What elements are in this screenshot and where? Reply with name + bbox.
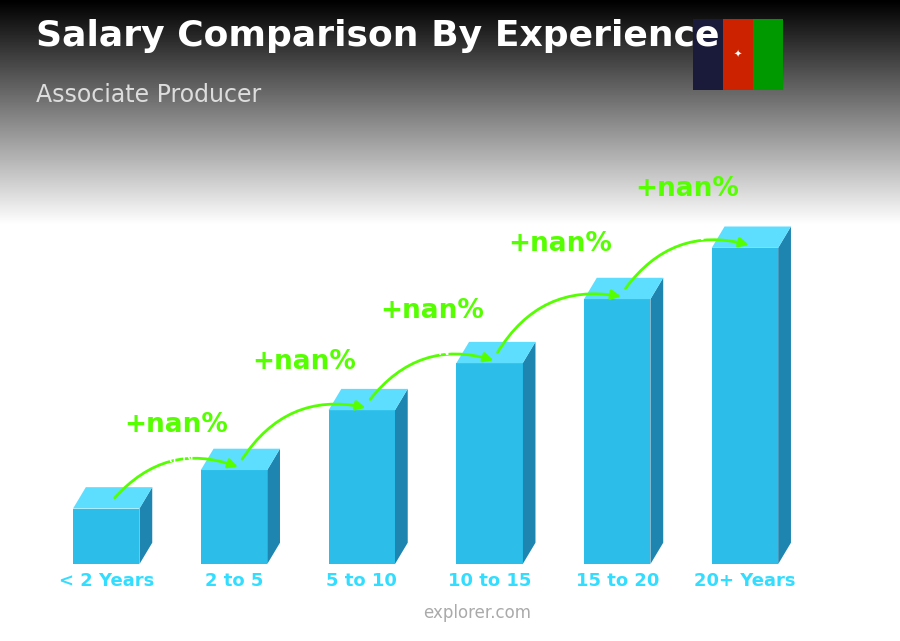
Polygon shape [712,248,778,564]
Polygon shape [523,342,536,564]
Text: Associate Producer: Associate Producer [36,83,261,107]
Text: +nan%: +nan% [252,349,356,375]
FancyArrowPatch shape [242,401,363,459]
Text: explorer.com: explorer.com [423,604,531,622]
Text: salary: salary [366,604,423,622]
Text: 0 AFN: 0 AFN [17,487,67,504]
Polygon shape [584,278,663,299]
Text: ✦: ✦ [734,49,742,60]
Text: +nan%: +nan% [508,231,612,257]
Text: Average Monthly Salary: Average Monthly Salary [871,297,884,446]
Polygon shape [201,470,267,564]
Text: 0 AFN: 0 AFN [400,341,450,359]
Text: 0 AFN: 0 AFN [656,226,706,244]
FancyArrowPatch shape [114,458,235,498]
Text: +nan%: +nan% [124,412,229,438]
Text: 0 AFN: 0 AFN [528,277,578,295]
Text: 0 AFN: 0 AFN [273,388,322,406]
Polygon shape [201,449,280,470]
Polygon shape [456,363,523,564]
Polygon shape [712,226,791,248]
Polygon shape [73,487,152,508]
Text: +nan%: +nan% [380,298,484,324]
Polygon shape [267,449,280,564]
Polygon shape [651,278,663,564]
Polygon shape [584,299,651,564]
FancyArrowPatch shape [370,353,490,399]
FancyArrowPatch shape [498,291,618,353]
Bar [693,19,723,90]
Polygon shape [140,487,152,564]
Polygon shape [456,342,536,363]
Bar [723,19,753,90]
FancyArrowPatch shape [626,238,746,288]
Bar [753,19,783,90]
Text: Salary Comparison By Experience: Salary Comparison By Experience [36,19,719,53]
Polygon shape [778,226,791,564]
Text: 0 AFN: 0 AFN [145,448,194,466]
Polygon shape [73,508,140,564]
Polygon shape [328,389,408,410]
Text: +nan%: +nan% [635,176,740,202]
Polygon shape [395,389,408,564]
Polygon shape [328,410,395,564]
